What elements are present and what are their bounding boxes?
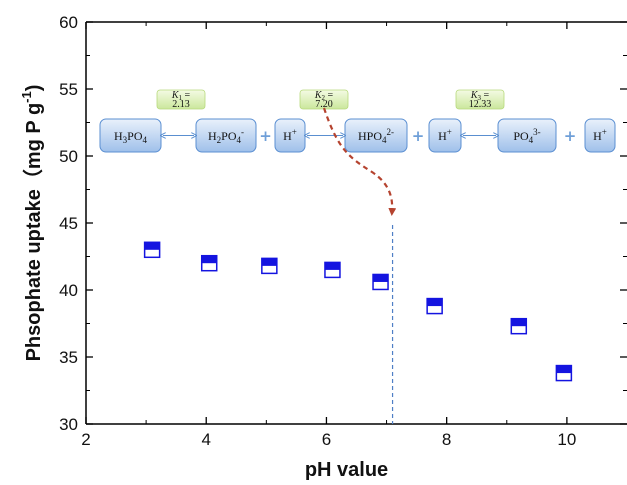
y-tick-label: 60	[59, 13, 78, 32]
data-point-fill	[261, 258, 277, 266]
k-symbol: K2 =	[314, 90, 334, 102]
data-point	[510, 317, 528, 335]
x-tick-label: 8	[442, 430, 451, 449]
y-tick-label: 55	[59, 80, 78, 99]
x-tick-label: 10	[557, 430, 576, 449]
data-point	[200, 254, 218, 272]
x-axis-label: pH value	[305, 459, 388, 480]
plus-sign: +	[412, 127, 425, 145]
species-label: H+	[283, 127, 297, 143]
species-label: H3PO4	[114, 129, 148, 145]
data-point	[372, 273, 389, 291]
species-label: HPO42-	[358, 127, 394, 145]
k-symbol: K1 =	[171, 90, 191, 102]
k-symbol: K3 =	[470, 90, 490, 102]
data-point-fill	[427, 298, 443, 307]
data-point-fill	[144, 242, 160, 250]
data-point	[261, 257, 278, 275]
x-tick-label: 6	[322, 430, 331, 449]
k-value: 2.13	[172, 99, 190, 110]
y-tick-label: 40	[59, 281, 78, 300]
data-point	[324, 261, 341, 279]
trend-arrow	[322, 107, 397, 216]
data-point-fill	[324, 262, 340, 270]
species-label: H+	[593, 127, 607, 143]
y-tick-label: 50	[59, 147, 78, 166]
plus-sign: +	[259, 127, 272, 145]
data-point-fill	[201, 255, 217, 264]
data-point-fill	[556, 365, 572, 374]
x-tick-label: 4	[201, 430, 210, 449]
k-box	[455, 89, 505, 110]
data-point-fill	[373, 274, 389, 282]
data-point	[143, 241, 161, 259]
species-box	[584, 118, 616, 153]
k-value: 7.20	[315, 99, 333, 110]
data-point-fill	[511, 318, 527, 327]
plus-sign: +	[564, 127, 577, 145]
x-tick-label: 2	[81, 430, 90, 449]
data-point	[426, 297, 443, 315]
k-box	[156, 89, 206, 110]
y-axis-label: Phsophate uptake（mg P g-1)	[19, 85, 45, 362]
species-label: H2PO4-	[208, 127, 244, 145]
y-tick-label: 35	[59, 348, 78, 367]
y-tick-label: 45	[59, 214, 78, 233]
species-label: PO43-	[513, 127, 540, 145]
species-label: H+	[438, 127, 452, 143]
k-value: 12.33	[469, 99, 492, 110]
data-point	[555, 364, 573, 382]
y-tick-label: 30	[59, 415, 78, 434]
